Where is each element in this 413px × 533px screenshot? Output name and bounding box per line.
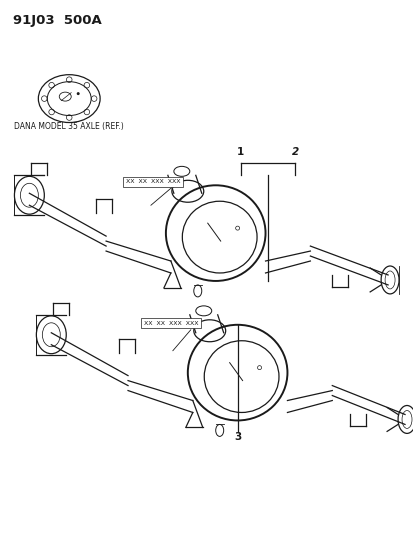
Text: DANA MODEL 35 AXLE (REF.): DANA MODEL 35 AXLE (REF.) xyxy=(14,123,124,132)
Text: 3: 3 xyxy=(233,432,241,442)
Circle shape xyxy=(76,92,80,95)
Text: 2: 2 xyxy=(291,148,298,157)
Text: 91J03  500A: 91J03 500A xyxy=(13,14,102,27)
Text: XX  XX  XXX  XXX: XX XX XXX XXX xyxy=(126,179,180,184)
Text: XX  XX  XXX  XXX: XX XX XXX XXX xyxy=(143,321,198,326)
Text: 1: 1 xyxy=(236,148,244,157)
